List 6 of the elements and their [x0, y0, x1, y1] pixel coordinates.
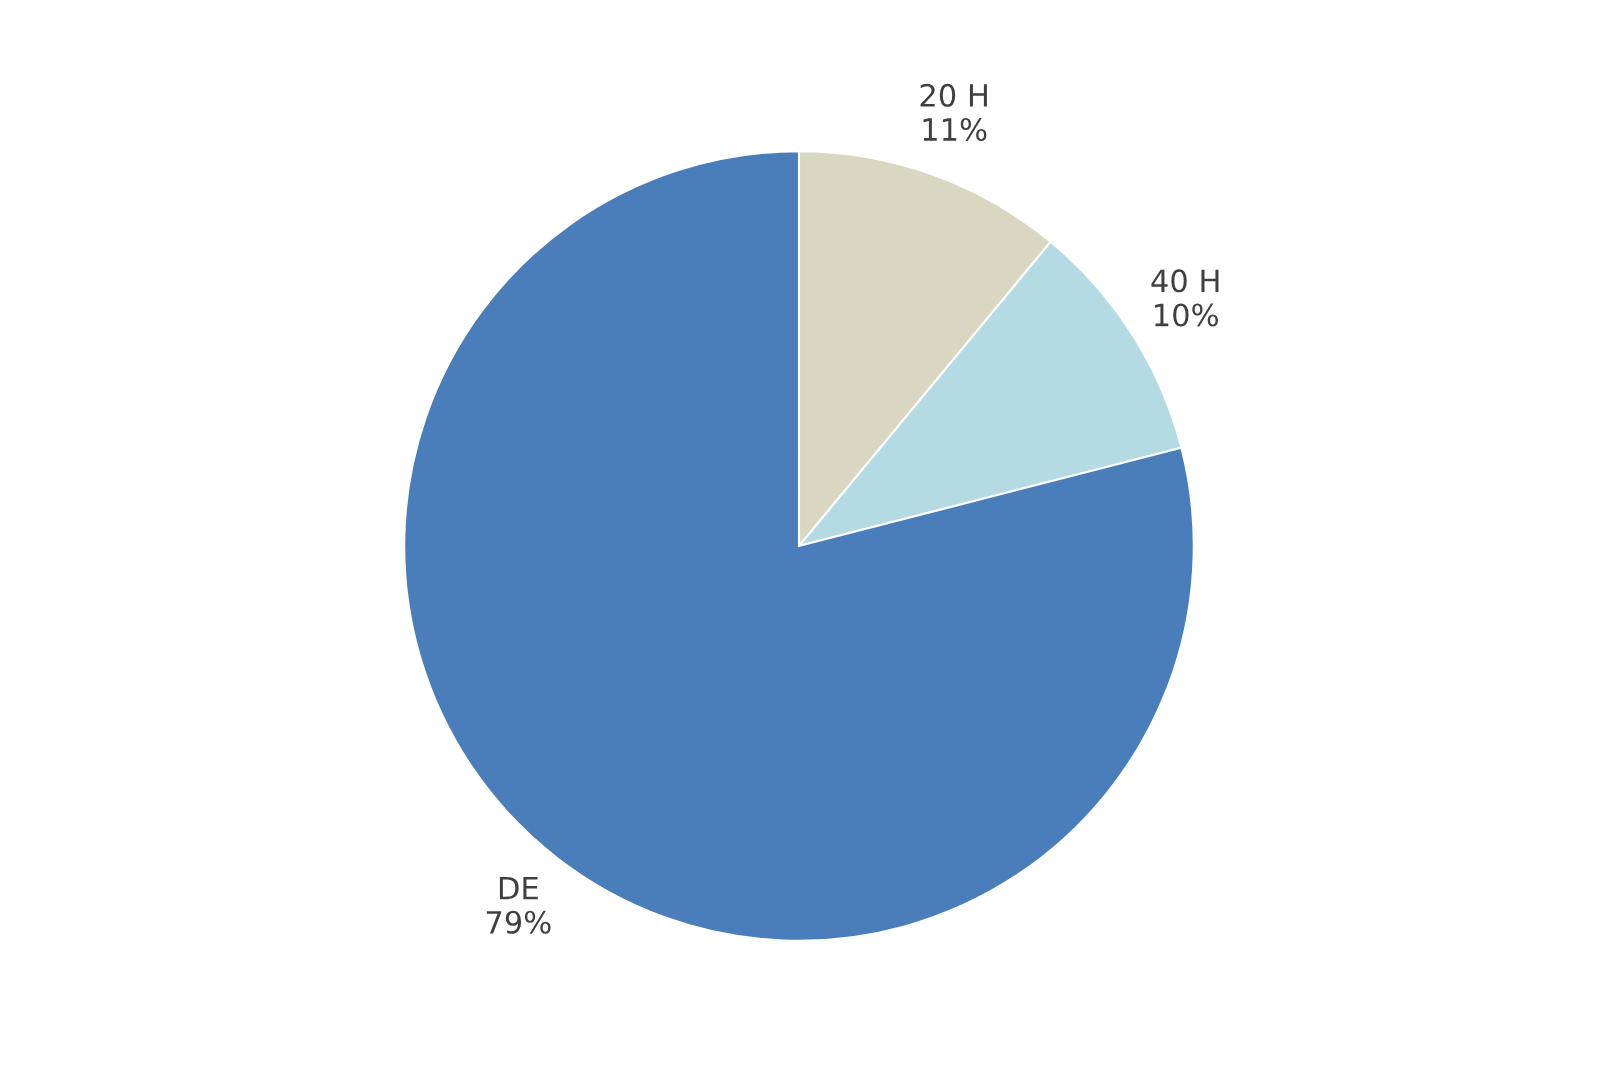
slice-label: 40 H — [1151, 269, 1219, 293]
data-label: 11% — [923, 117, 987, 142]
data-label: 79% — [486, 910, 551, 934]
slice-label: 20 H — [920, 83, 987, 107]
slice-label: DE — [499, 876, 538, 900]
data-label: 10% — [1155, 303, 1218, 327]
